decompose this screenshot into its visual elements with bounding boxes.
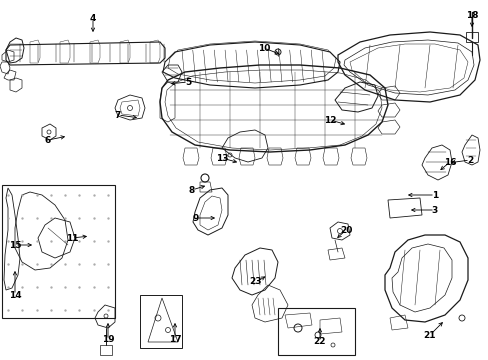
Text: 1: 1 bbox=[431, 190, 437, 199]
Text: 9: 9 bbox=[192, 213, 199, 222]
Text: 18: 18 bbox=[465, 10, 477, 19]
Text: 7: 7 bbox=[115, 111, 121, 120]
Text: 23: 23 bbox=[249, 278, 262, 287]
Text: 3: 3 bbox=[431, 206, 437, 215]
Text: 20: 20 bbox=[339, 225, 351, 234]
Text: 13: 13 bbox=[215, 153, 228, 162]
Text: 17: 17 bbox=[168, 336, 181, 345]
Text: 6: 6 bbox=[45, 135, 51, 144]
Text: 16: 16 bbox=[443, 158, 455, 166]
Text: 21: 21 bbox=[423, 330, 435, 339]
Text: 10: 10 bbox=[257, 44, 270, 53]
Text: 4: 4 bbox=[90, 14, 96, 23]
Text: 8: 8 bbox=[188, 185, 195, 194]
Text: 5: 5 bbox=[184, 77, 191, 86]
Text: 14: 14 bbox=[9, 291, 21, 300]
Text: 2: 2 bbox=[466, 156, 472, 165]
Text: 22: 22 bbox=[313, 338, 325, 346]
Text: 11: 11 bbox=[65, 234, 78, 243]
Text: 19: 19 bbox=[102, 336, 114, 345]
Text: 12: 12 bbox=[323, 116, 336, 125]
Text: 15: 15 bbox=[9, 240, 21, 249]
